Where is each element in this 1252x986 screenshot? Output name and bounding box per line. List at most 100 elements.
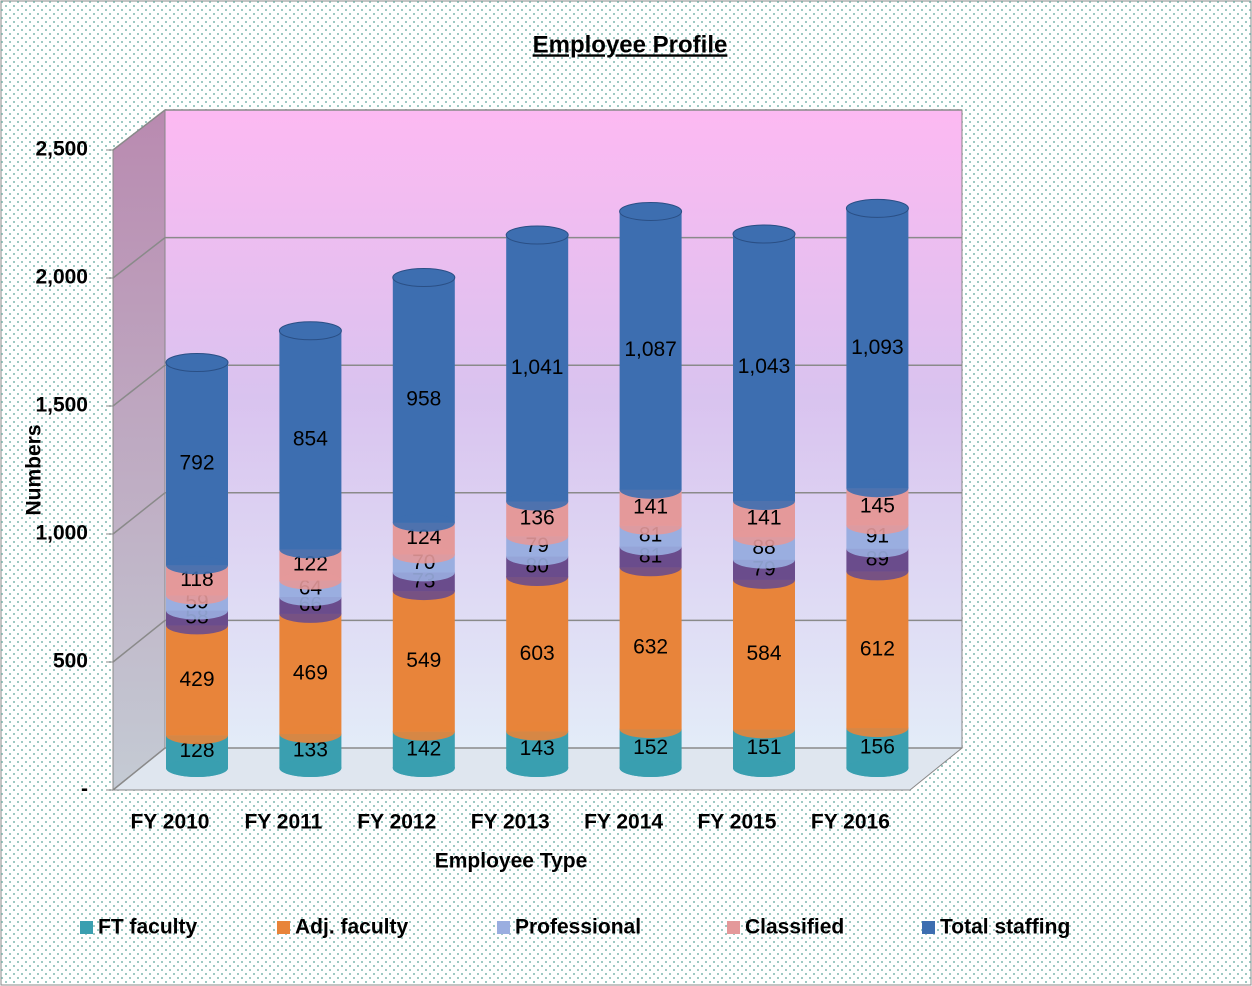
segment-edge (619, 558, 682, 577)
segment-edge (846, 562, 909, 581)
data-label: 854 (293, 428, 328, 451)
legend-swatch (80, 921, 93, 934)
segment-edge (733, 491, 795, 510)
legend-label: Adj. faculty (295, 916, 409, 939)
cylinder-top (619, 201, 683, 221)
legend-label: Classified (745, 916, 844, 939)
bar-segment (392, 277, 455, 523)
x-tick-label: FY 2014 (584, 811, 663, 834)
segment-edge (166, 759, 228, 777)
data-label: 143 (520, 737, 555, 760)
y-tick-label: 1,000 (35, 522, 88, 545)
segment-edge (166, 556, 228, 575)
data-label: 142 (406, 737, 441, 760)
segment-edge (166, 726, 228, 745)
segment-edge (279, 540, 342, 559)
data-label: 151 (746, 736, 781, 759)
segment-edge (506, 547, 569, 566)
segment-edge (733, 528, 795, 547)
segment-edge (619, 720, 682, 739)
legend-label: FT faculty (98, 916, 197, 939)
segment-edge (392, 722, 455, 741)
cylinder-top (505, 225, 569, 245)
segment-edge (846, 719, 909, 738)
segment-edge (279, 724, 342, 743)
cylinder-top (845, 198, 909, 218)
segment-edge (733, 759, 795, 777)
segment-edge (392, 759, 455, 777)
segment-edge (392, 513, 455, 532)
x-tick-label: FY 2016 (811, 811, 890, 834)
grid-line (112, 492, 962, 535)
data-label: 612 (860, 637, 895, 660)
cylinder-top (165, 352, 229, 372)
bar-segment (166, 625, 228, 736)
segment-edge (166, 601, 228, 620)
y-tick-label: 1,500 (35, 394, 88, 417)
x-tick-label: FY 2010 (130, 811, 209, 834)
segment-edge (733, 570, 795, 589)
legend-swatch (497, 921, 510, 934)
data-label: 469 (293, 661, 328, 684)
legend-swatch (727, 921, 740, 934)
data-label: 152 (633, 736, 668, 759)
cylinder-top (392, 268, 456, 288)
segment-edge (506, 492, 569, 511)
bar-segment (846, 571, 909, 729)
segment-edge (279, 587, 342, 606)
data-label: 1,093 (851, 336, 904, 359)
chart-title: Employee Profile (533, 31, 728, 58)
bar-segment (392, 591, 455, 732)
data-label: 549 (406, 649, 441, 672)
x-tick-label: FY 2012 (357, 811, 436, 834)
bar-segment (733, 233, 795, 501)
grid-line (112, 364, 962, 407)
bar-segment (279, 613, 342, 734)
segment-edge (392, 545, 455, 564)
data-label: 1,087 (624, 338, 677, 361)
segment-edge (279, 604, 342, 623)
cylinder-top (278, 321, 342, 341)
y-tick-label: - (81, 778, 88, 801)
segment-edge (166, 616, 228, 635)
data-label: 1,043 (738, 355, 791, 378)
segment-edge (846, 539, 909, 558)
segment-edge (619, 516, 682, 535)
data-label: 792 (179, 451, 214, 474)
segment-edge (506, 568, 569, 587)
data-label: 136 (520, 506, 555, 529)
data-label: 133 (293, 739, 328, 762)
data-label: 141 (746, 507, 781, 530)
segment-edge (733, 550, 795, 569)
bar-segment (506, 577, 569, 732)
x-tick-label: FY 2015 (697, 811, 776, 834)
segment-edge (733, 720, 795, 739)
data-label: 603 (520, 642, 555, 665)
cylinder-top (732, 224, 796, 244)
segment-edge (846, 759, 909, 777)
grid-line (112, 236, 962, 279)
segment-edge (506, 527, 569, 546)
segment-edge (279, 571, 342, 590)
data-label: 156 (860, 736, 895, 759)
data-label: 584 (746, 642, 781, 665)
grid-line (112, 619, 962, 663)
bar-segment (619, 567, 682, 730)
segment-edge (619, 759, 682, 777)
legend-swatch (922, 921, 935, 934)
bar-segment (619, 211, 682, 490)
x-axis-title: Employee Type (435, 850, 588, 873)
y-tick-label: 500 (53, 650, 88, 673)
y-tick-label: 2,000 (35, 266, 88, 289)
x-tick-label: FY 2013 (471, 811, 550, 834)
segment-edge (846, 479, 909, 498)
legend-swatch (277, 921, 290, 934)
bar-segment (166, 362, 228, 566)
bar-segment (506, 235, 569, 502)
data-label: 429 (179, 668, 214, 691)
segment-edge (392, 563, 455, 582)
grid-line (112, 747, 962, 791)
segment-edge (166, 586, 228, 605)
data-label: 145 (860, 494, 895, 517)
